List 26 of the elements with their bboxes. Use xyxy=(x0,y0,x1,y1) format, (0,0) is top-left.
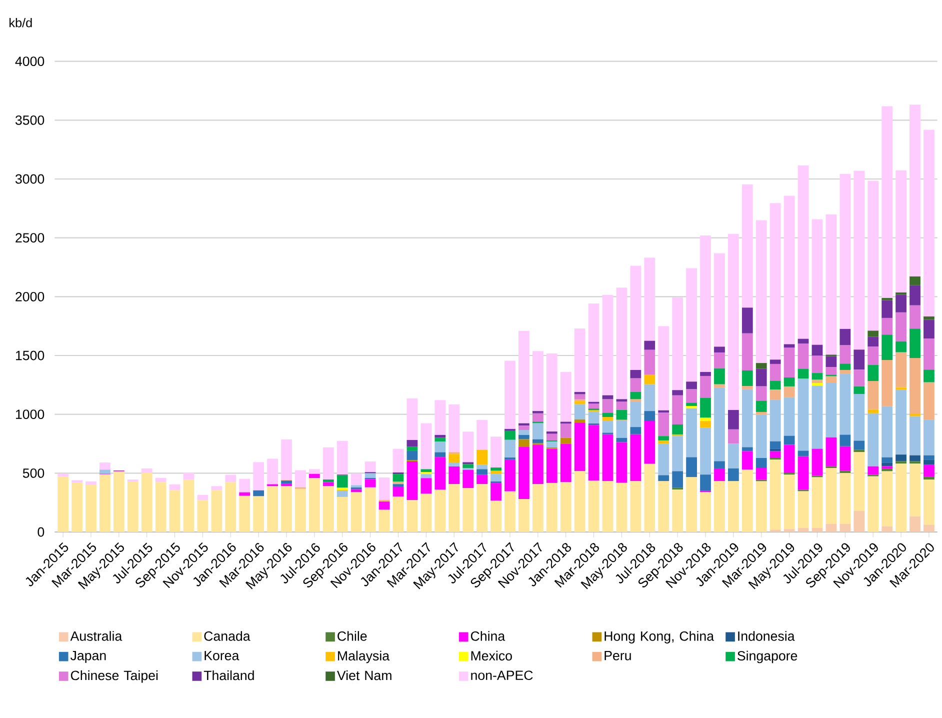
legend-label: Singapore xyxy=(738,650,798,664)
legend-label: Chile xyxy=(338,631,367,641)
legend-label: Viet Nam xyxy=(336,670,392,680)
legend-label: Canada xyxy=(204,631,250,641)
legend-label: Thailand xyxy=(204,670,254,680)
y-tick-label: 1500 xyxy=(16,350,44,360)
legend-label: Mexico xyxy=(471,650,512,661)
legend-label: Australia xyxy=(70,631,122,641)
y-axis-title: kb/d xyxy=(10,18,32,28)
legend-label: China xyxy=(470,631,506,641)
y-tick-label: 2500 xyxy=(16,233,44,243)
legend-label: Korea xyxy=(204,650,240,660)
legend-label: Indonesia xyxy=(738,631,795,641)
y-tick-label: 0 xyxy=(38,527,44,537)
y-tick-label: 1000 xyxy=(16,410,44,420)
legend-label: Hong Kong, China xyxy=(604,631,714,644)
legend-label: Japan xyxy=(70,650,106,663)
legend-label: Malaysia xyxy=(338,650,390,664)
legend-label: non-APEC xyxy=(471,670,533,680)
y-tick-label: 3500 xyxy=(15,115,44,125)
y-tick-label: 2000 xyxy=(16,292,44,302)
legend-label: Chinese Taipei xyxy=(70,670,158,683)
legend-label: Peru xyxy=(604,650,631,660)
y-tick-label: 500 xyxy=(22,468,44,478)
y-tick-label: 3000 xyxy=(15,174,44,184)
y-tick-label: 4000 xyxy=(15,56,44,66)
